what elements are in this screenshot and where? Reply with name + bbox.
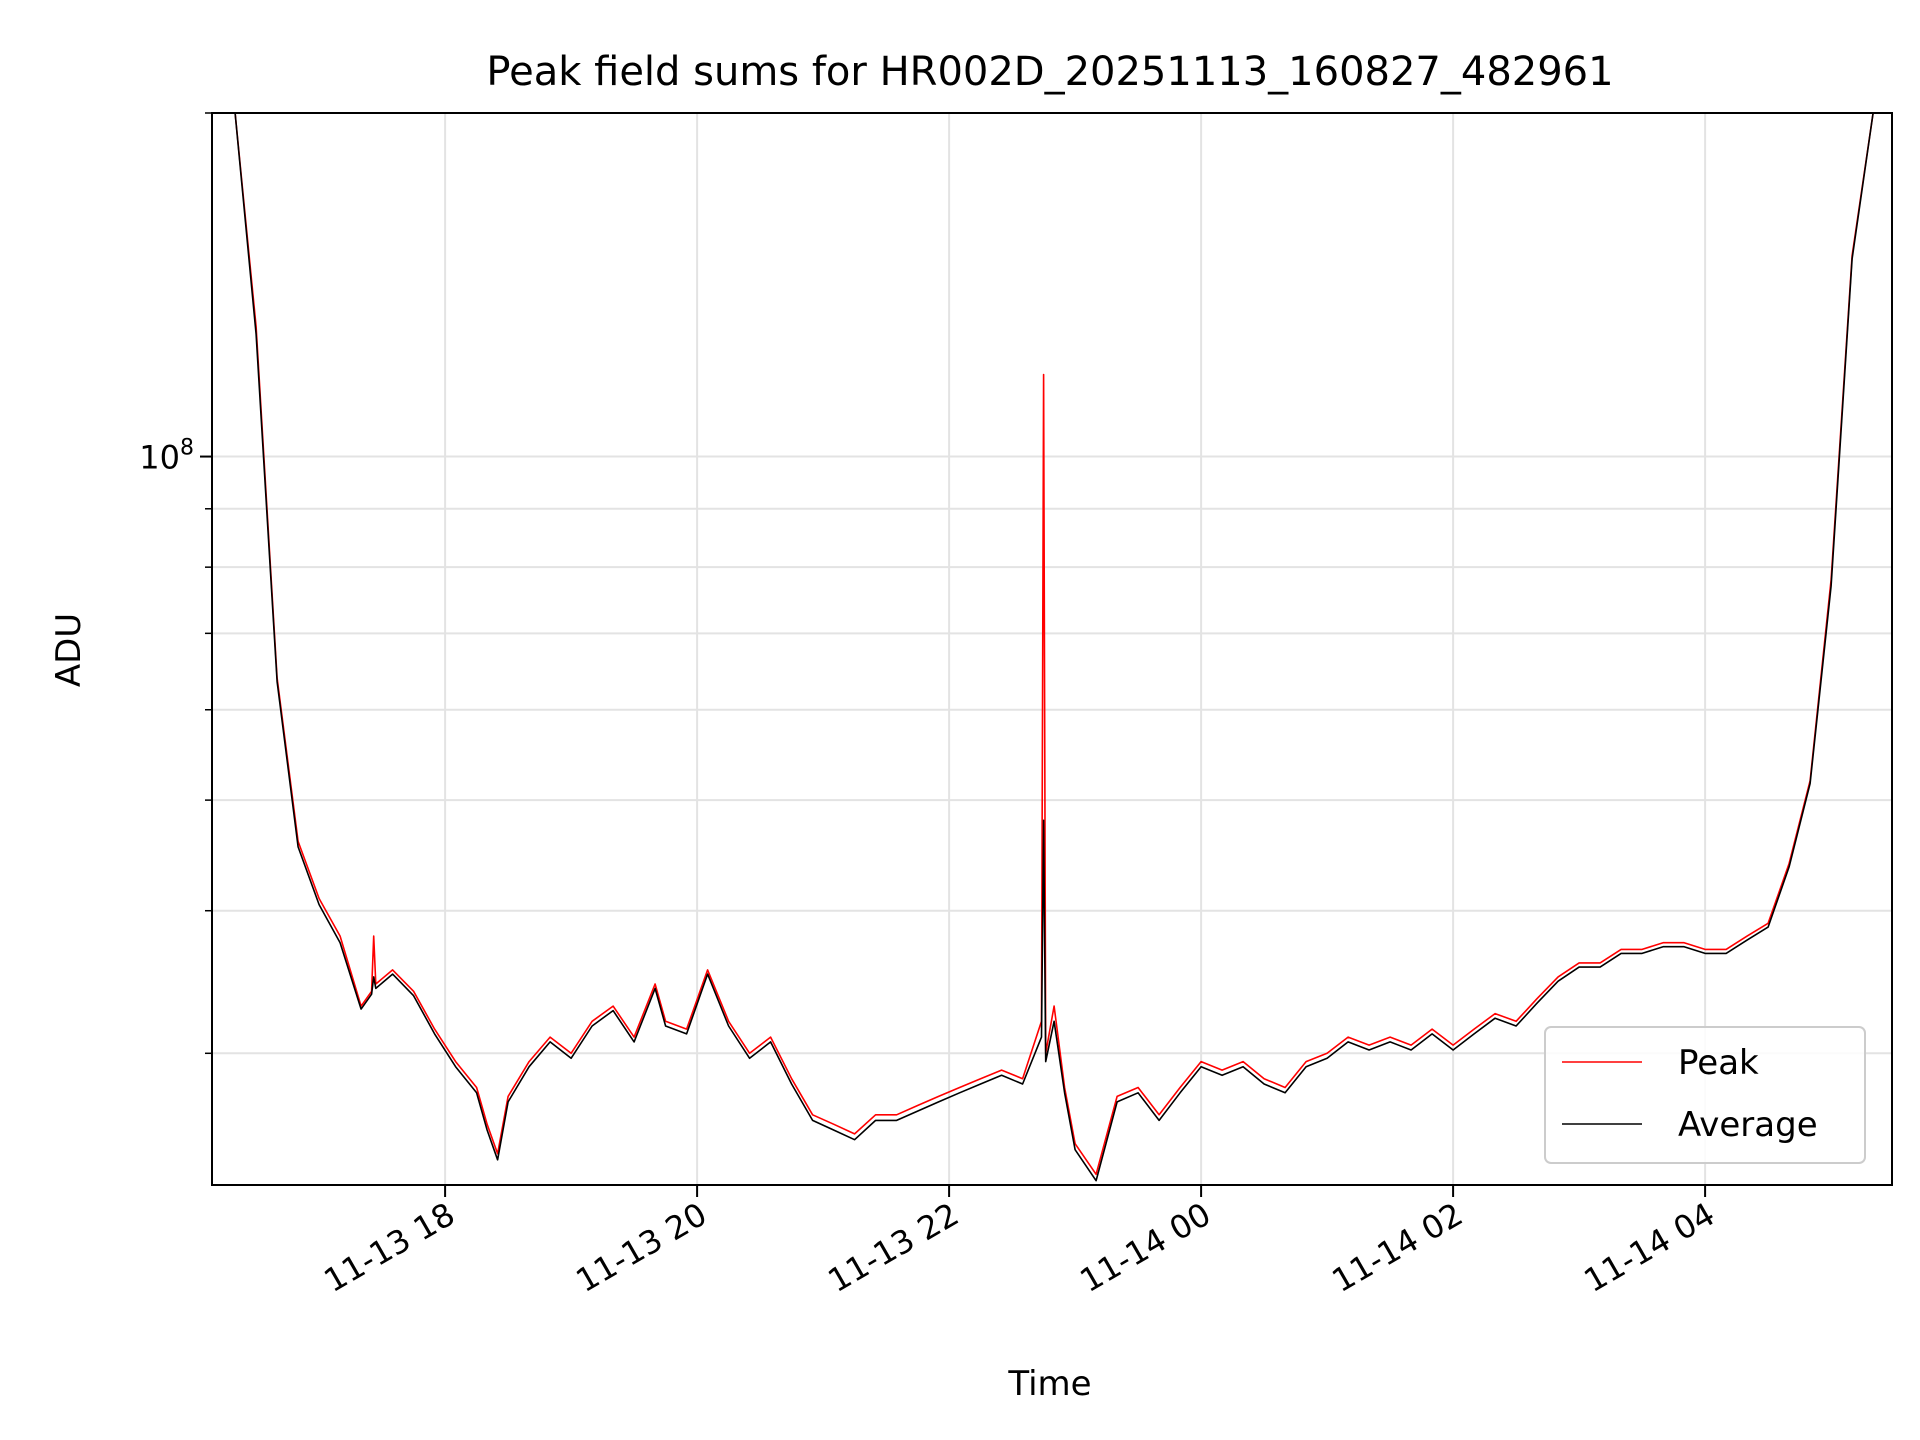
x-axis-label: Time (1007, 1364, 1091, 1404)
x-tick-label: 11-13 22 (822, 1195, 966, 1300)
x-tick-label: 11-14 02 (1326, 1195, 1470, 1300)
plot-area-frame (211, 112, 1893, 1186)
x-axis: 11-13 18 11-13 20 11-13 22 11-14 00 11-14 02… (318, 1185, 1722, 1300)
legend-label-peak: Peak (1678, 1043, 1759, 1083)
legend-label-average: Average (1678, 1105, 1818, 1145)
series-line-peak (212, 112, 1892, 1176)
series-line-average (212, 112, 1892, 1182)
legend-frame (1544, 1026, 1866, 1164)
x-tick-label: 11-14 04 (1578, 1195, 1722, 1300)
plot-series (212, 112, 1892, 1182)
grid-lines (212, 112, 1892, 1185)
legend: Peak Average (1544, 1026, 1866, 1164)
x-tick-label: 11-13 20 (570, 1195, 714, 1300)
y-axis-label: ADU (49, 613, 89, 687)
x-tick-label: 11-13 18 (318, 1195, 462, 1300)
y-axis: 108 (139, 112, 212, 1055)
chart-title: Peak field sums for HR002D_20251113_1608… (486, 49, 1613, 95)
y-tick-label: 108 (139, 436, 194, 477)
x-tick-label: 11-14 00 (1074, 1195, 1218, 1300)
